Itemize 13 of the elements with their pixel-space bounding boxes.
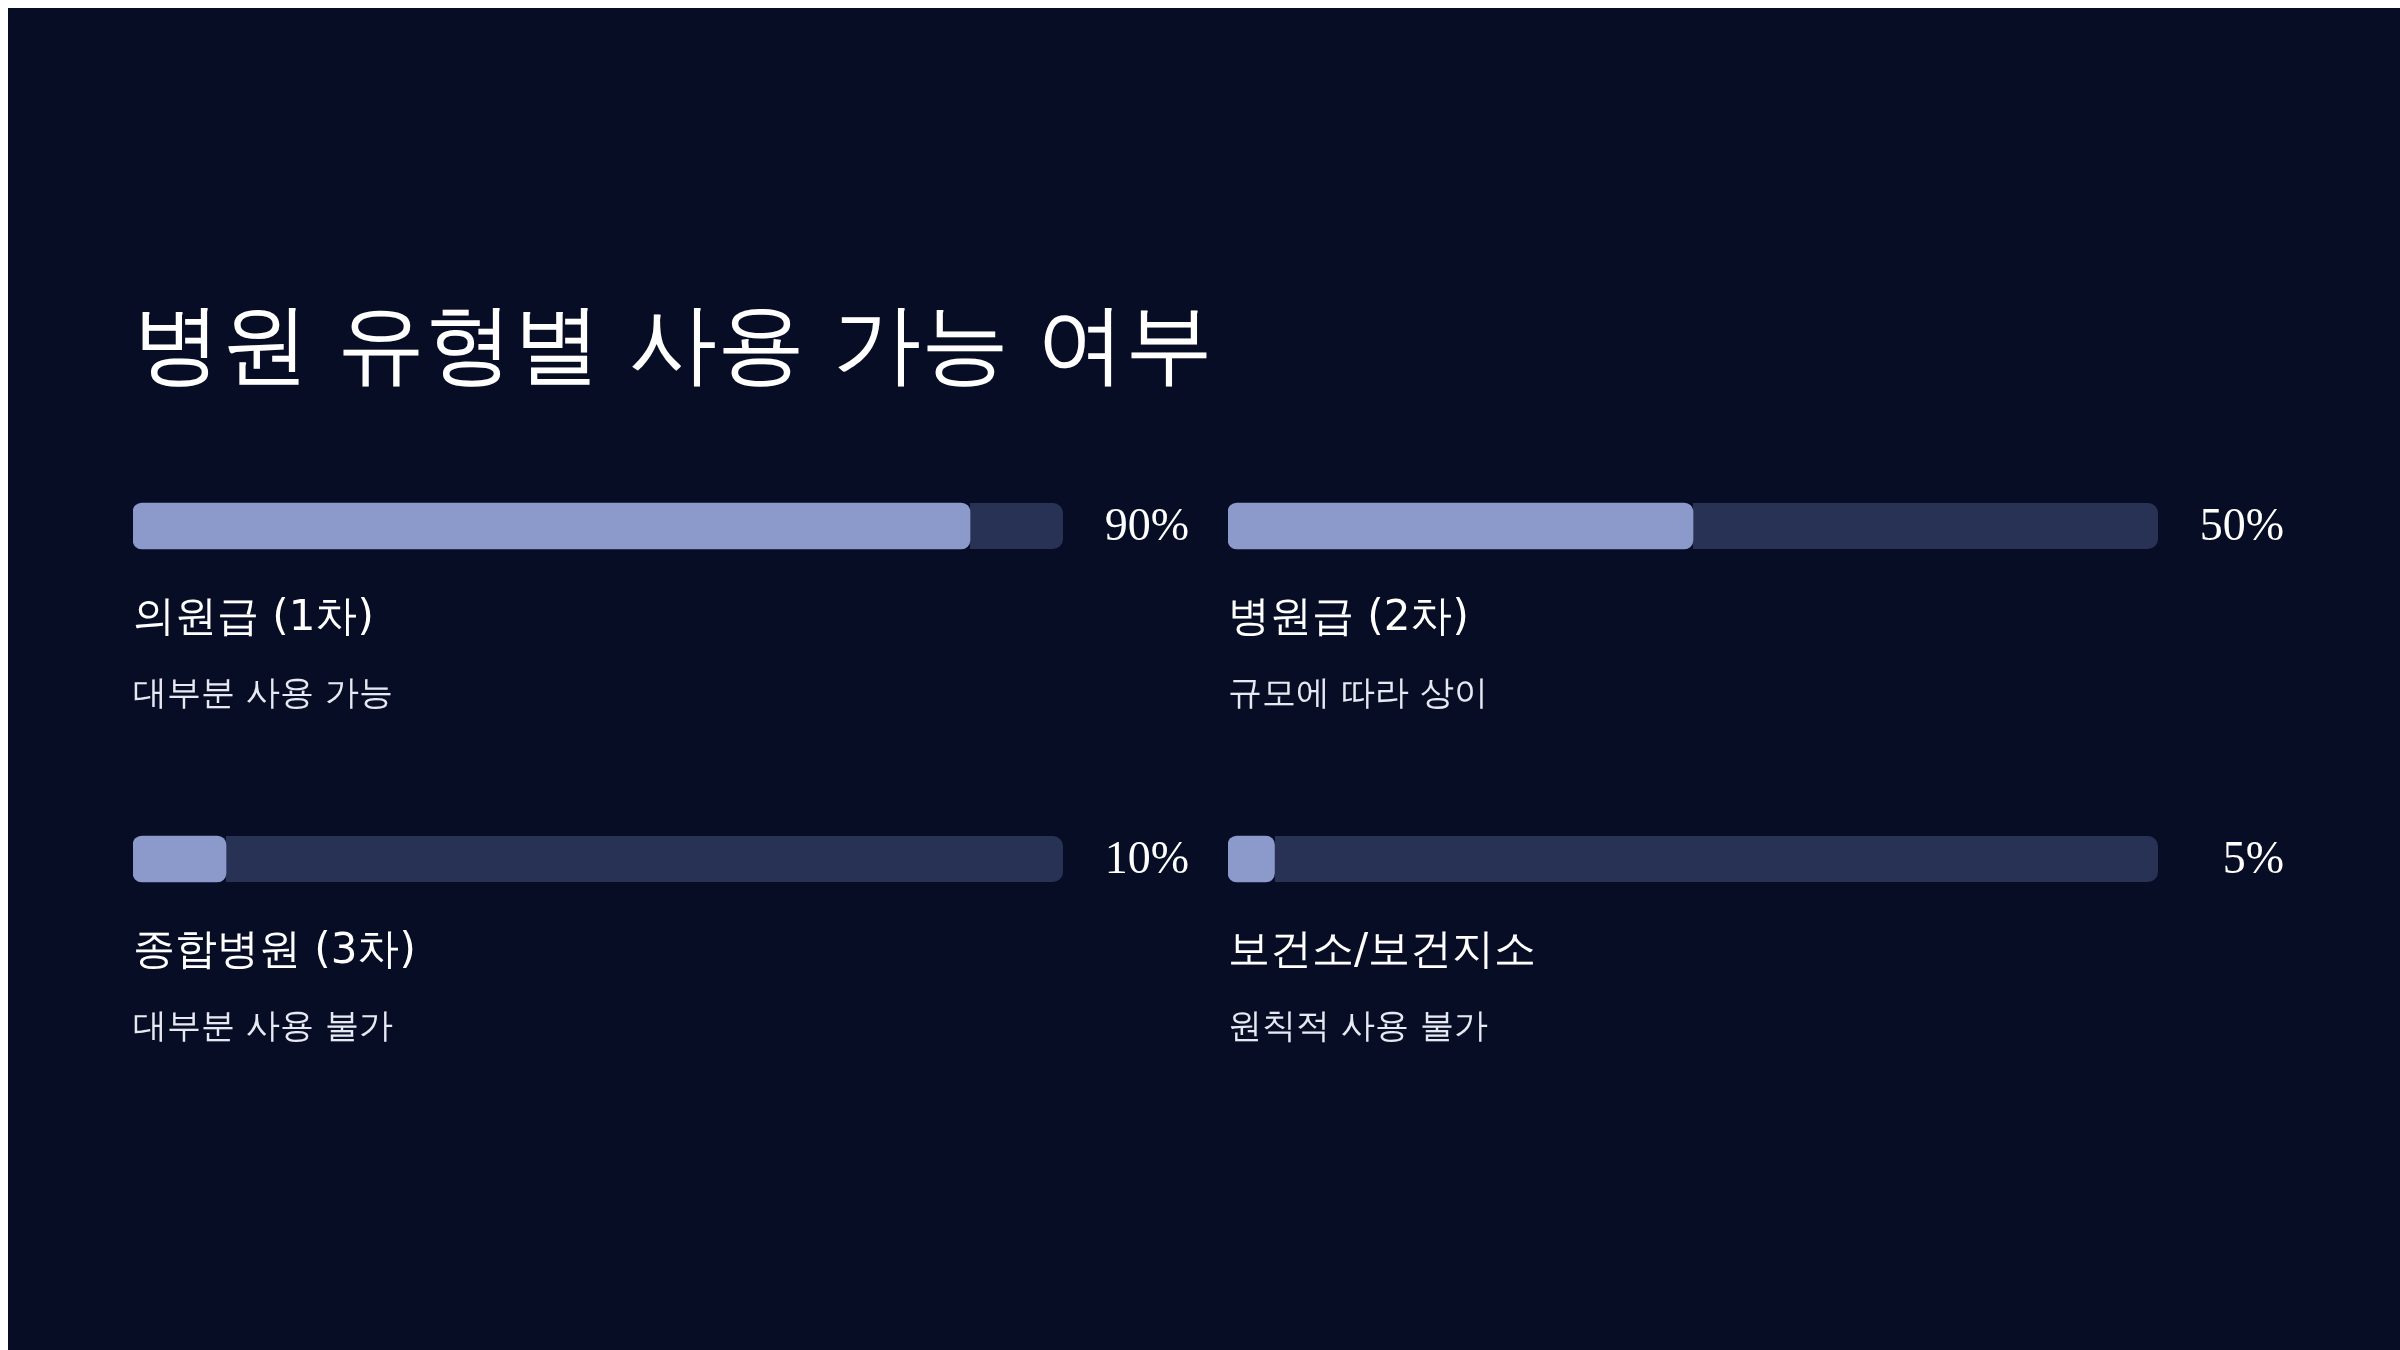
annotation: 병원급 (2차) [1228,590,1469,642]
annotation: 대부분 사용 불가 [133,1004,393,1047]
annotation: 규모에 따라 상이 [1228,671,1488,714]
data-label: 50% [2199,499,2284,551]
data-label: 90% [1104,499,1189,551]
chart-title: 병원 유형별 사용 가능 여부 [133,292,1213,395]
annotation: 대부분 사용 가능 [133,671,393,714]
annotation: 종합병원 (3차) [133,923,416,975]
annotation: 보건소/보건지소 [1228,923,1537,975]
annotation: 원칙적 사용 불가 [1228,1004,1488,1047]
data-label: 10% [1104,832,1189,884]
annotation: 의원급 (1차) [133,590,374,642]
data-label: 5% [2222,832,2284,884]
